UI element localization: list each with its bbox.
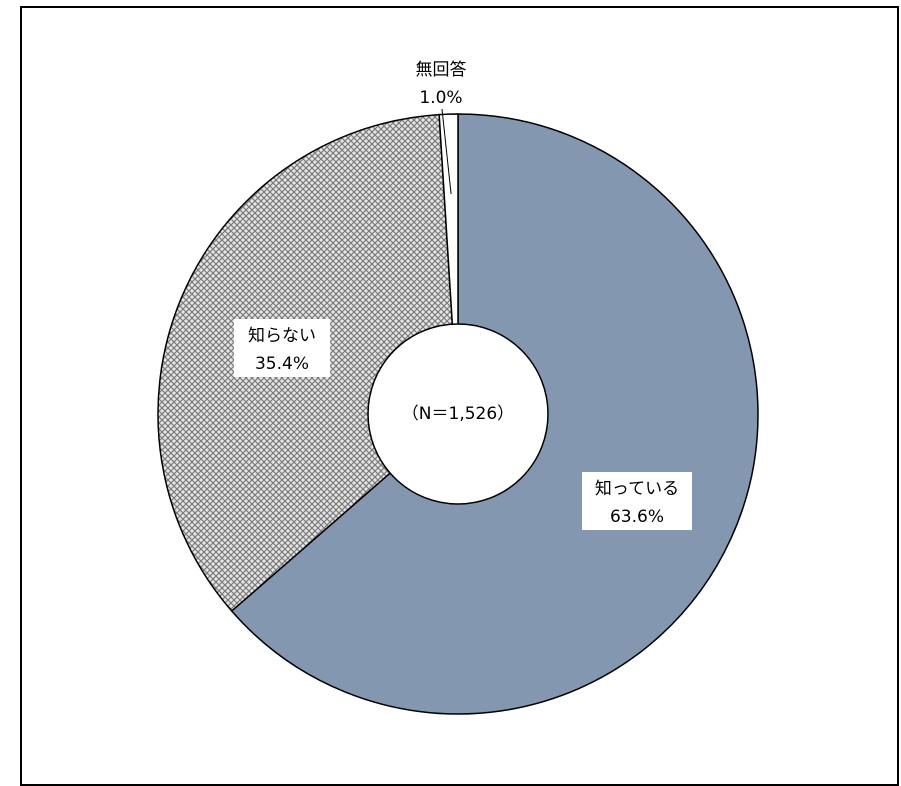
- slice-label-name-2: 知らない: [248, 326, 316, 346]
- slice-label-bg-1: [582, 472, 692, 530]
- slice-label-value-3: 1.0%: [419, 88, 462, 108]
- slice-label-value-2: 35.4%: [255, 354, 309, 374]
- slice-label-name-1: 知っている: [595, 479, 679, 499]
- slice-label-bg-2: [234, 319, 330, 377]
- slice-label-name-3: 無回答: [416, 60, 467, 80]
- slice-labels: 知っている 63.6% 知らない 35.4% 無回答 1.0%: [234, 60, 692, 530]
- leader-line-no-answer: [441, 108, 452, 195]
- donut-hole: [367, 323, 549, 505]
- center-label: （N＝1,526）: [402, 404, 514, 424]
- slice-label-value-1: 63.6%: [610, 507, 664, 527]
- leader-lines: [441, 108, 452, 195]
